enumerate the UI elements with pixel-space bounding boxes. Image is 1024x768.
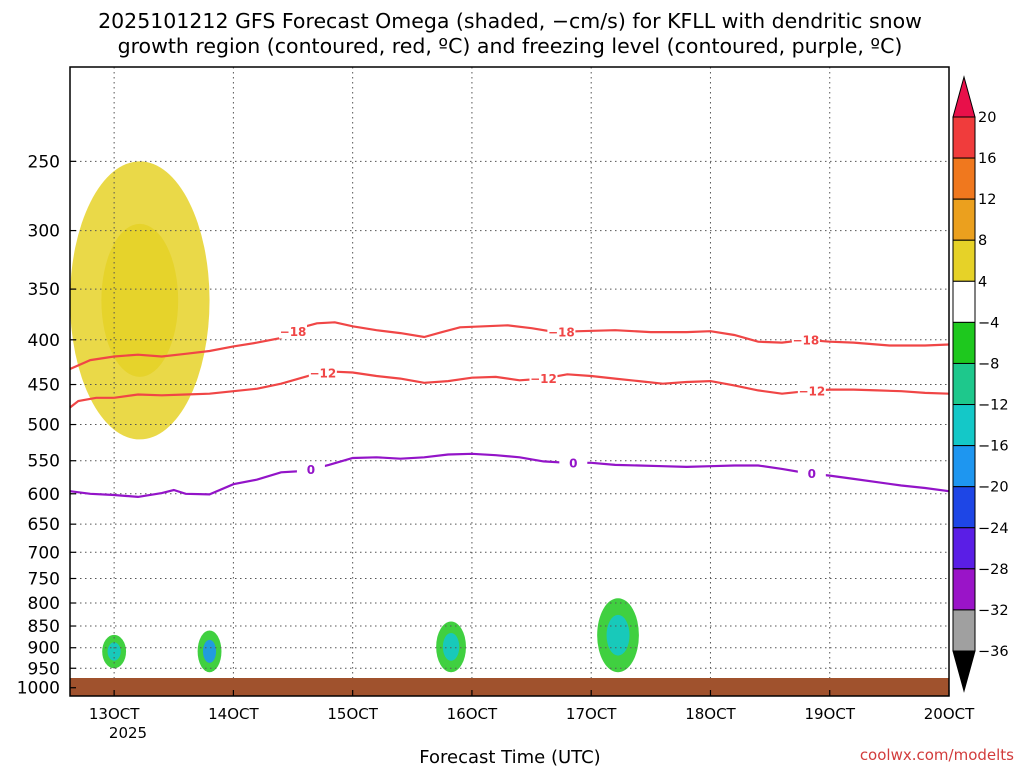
colorbar-bottom-triangle: [952, 650, 976, 693]
colorbar-label: −36: [978, 644, 1009, 660]
contour-label-freezing-level: 0: [307, 463, 315, 477]
x-tick-label: 14OCT: [208, 705, 259, 723]
ground-terrain: [70, 678, 949, 696]
contour-label-bg: [797, 382, 826, 398]
shaded-core-descent-850-17oct: [606, 614, 630, 656]
colorbar-label: 12: [978, 192, 996, 208]
x-axis-label: Forecast Time (UTC): [419, 747, 600, 768]
contour-label-bg: [296, 461, 325, 477]
y-axis: 2503003504004505005506006507007508008509…: [17, 152, 76, 699]
plot-frame: [69, 66, 950, 697]
y-tick-label: 400: [28, 331, 60, 351]
y-tick-label: 900: [28, 639, 60, 659]
colorbar-segment: [952, 239, 976, 282]
shaded-core-descent-900-16oct: [442, 632, 460, 661]
x-tick-label: 16OCT: [447, 705, 498, 723]
colorbar-segment: [952, 404, 976, 447]
colorbar-segment: [952, 157, 976, 200]
y-tick-label: 800: [28, 594, 60, 614]
x-tick-label: 19OCT: [804, 705, 855, 723]
y-tick-label: 700: [28, 543, 60, 563]
colorbar-segment: [952, 280, 976, 323]
colorbar-segment: [952, 486, 976, 529]
colorbar-label: −32: [978, 603, 1009, 619]
x-year-label: 2025: [109, 724, 147, 742]
colorbar-segment: [952, 445, 976, 488]
contour-label-bg: [279, 323, 308, 339]
shaded-core-descent-900-14oct: [202, 639, 217, 663]
contour-label-bg: [308, 364, 337, 380]
colorbar-label: −12: [978, 398, 1009, 414]
omega-shading: [70, 161, 639, 673]
colorbar: 20 16 12 8 4 −4 −8 −12 −16 −20 −24 −28 −32 −36: [952, 75, 1009, 693]
x-tick-label: 20OCT: [924, 705, 975, 723]
colorbar-label: −8: [978, 356, 999, 372]
contour-label-bg: [529, 370, 558, 386]
shaded-core-descent-900-13oct: [107, 642, 121, 661]
colorbar-top-triangle: [952, 75, 976, 118]
colorbar-label: 16: [978, 151, 996, 167]
colorbar-segment: [952, 362, 976, 406]
contour-label-dgz-bottom: −12: [530, 372, 557, 386]
x-tick-label: 18OCT: [685, 705, 736, 723]
colorbar-segment: [952, 568, 976, 611]
y-tick-label: 350: [28, 280, 60, 300]
shaded-core-ascent-upper-left: [101, 223, 179, 377]
colorbar-label: −20: [978, 480, 1009, 496]
x-tick-label: 17OCT: [566, 705, 617, 723]
colorbar-label: 8: [978, 233, 987, 249]
colorbar-label: −28: [978, 562, 1009, 578]
contour-label-dgz-bottom: −12: [309, 366, 336, 380]
contour-label-bg: [797, 465, 826, 481]
contour-label-dgz-top: −18: [548, 325, 575, 339]
contour-label-freezing-level: 0: [569, 456, 577, 470]
contour-dgz-bottom: [69, 370, 950, 409]
colorbar-segment: [952, 321, 976, 364]
colorbar-segment: [952, 609, 976, 652]
contour-label-freezing-level: 0: [808, 467, 816, 481]
chart-title-line-2: growth region (contoured, red, ºC) and f…: [118, 34, 903, 58]
y-tick-label: 650: [28, 515, 60, 535]
contour-label-bg: [547, 323, 576, 339]
colorbar-segment: [952, 527, 976, 570]
contour-label-bg: [559, 454, 588, 470]
contour-label-dgz-top: −18: [280, 325, 307, 339]
y-tick-label: 600: [28, 485, 60, 505]
contour-label-bg: [791, 331, 820, 347]
plot-area: [70, 67, 949, 696]
x-tick-label: 15OCT: [327, 705, 378, 723]
y-tick-label: 1000: [17, 679, 60, 699]
y-tick-label: 950: [28, 659, 60, 679]
y-tick-label: 450: [28, 376, 60, 396]
x-tick-label: 13OCT: [89, 705, 140, 723]
y-tick-label: 250: [28, 152, 60, 172]
contour-label-dgz-bottom: −12: [798, 384, 825, 398]
y-tick-label: 500: [28, 416, 60, 436]
credit-link[interactable]: coolwx.com/modelts: [860, 746, 1014, 764]
y-tick-label: 550: [28, 452, 60, 472]
contour-dgz-top: [69, 321, 950, 371]
colorbar-label: 20: [978, 110, 996, 126]
chart-title-line-1: 2025101212 GFS Forecast Omega (shaded, −…: [98, 9, 922, 33]
y-tick-label: 300: [28, 222, 60, 242]
colorbar-label: 4: [978, 274, 987, 290]
y-tick-label: 850: [28, 617, 60, 637]
contour-label-dgz-top: −18: [792, 333, 819, 347]
colorbar-segment: [952, 198, 976, 241]
colorbar-label: −4: [978, 315, 999, 331]
y-tick-label: 750: [28, 570, 60, 590]
colorbar-label: −16: [978, 439, 1009, 455]
colorbar-label: −24: [978, 521, 1009, 537]
contour-lines: −18 −18 −18 −12 −12 −12 0 0 0: [69, 321, 950, 499]
colorbar-segment: [952, 116, 976, 159]
x-axis: 13OCT 14OCT 15OCT 16OCT 17OCT 18OCT 19OCT 20OCT: [89, 690, 975, 723]
